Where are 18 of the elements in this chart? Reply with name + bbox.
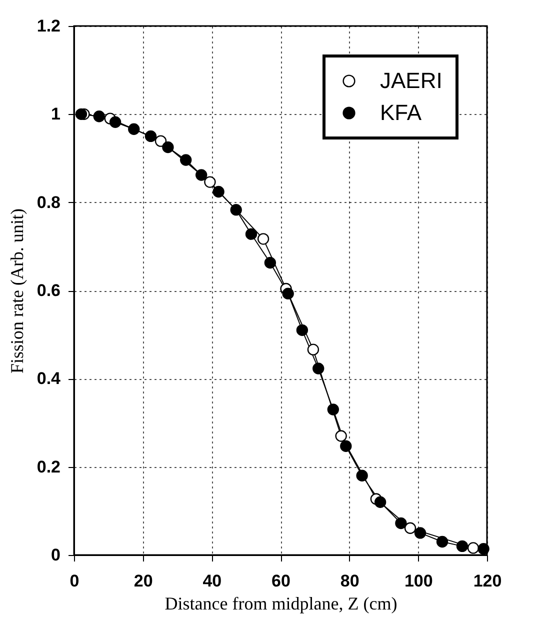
legend-label: KFA — [380, 100, 422, 125]
x-tick-label: 120 — [473, 572, 502, 590]
x-tick-label: 20 — [134, 572, 153, 590]
y-tick-label: 0 — [51, 546, 60, 564]
legend-label: JAERI — [380, 68, 442, 93]
x-tick-label: 100 — [404, 572, 433, 590]
y-tick-label: 0.4 — [36, 369, 62, 388]
y-tick-label: 0.8 — [36, 192, 60, 212]
x-axis-title: Distance from midplane, Z (cm) — [164, 594, 398, 614]
x-tick-label: 0 — [70, 572, 80, 590]
x-tick-label: 60 — [272, 572, 290, 590]
y-tick-label: 0.6 — [36, 281, 60, 300]
y-tick-label: 0.2 — [36, 457, 60, 476]
x-tick-label: 40 — [202, 572, 222, 590]
y-tick-label: 1.2 — [36, 16, 60, 36]
y-tick-label: 1 — [51, 104, 60, 124]
y-axis-title: Fission rate (Arb. unit) — [6, 208, 27, 374]
x-tick-label: 80 — [340, 572, 360, 590]
